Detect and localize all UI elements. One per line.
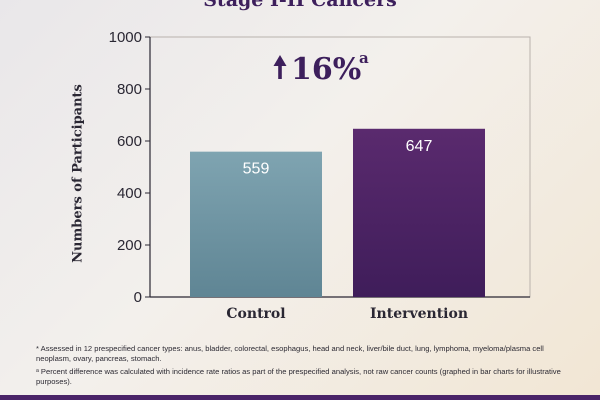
bottom-accent-bar [0,395,600,400]
percent-change: 16% [291,52,361,87]
y-tick-label: 800 [117,81,142,98]
x-category-label: Intervention [370,306,468,322]
chart-axes: 0 200 400 600 800 1000 [109,29,531,306]
y-tick-label: 0 [134,289,142,306]
y-tick-label: 1000 [109,29,142,46]
y-tick-label: 600 [117,133,142,150]
bar-value-label: 647 [406,138,433,155]
bar-intervention [353,128,485,297]
x-category-label: Control [226,306,285,322]
bar-value-label: 559 [243,161,270,178]
y-tick-label: 400 [117,185,142,202]
percent-annotation: 16%a [273,49,369,87]
bars: 559 Control 647 Intervention [190,128,485,322]
up-arrow-icon [273,55,287,79]
percent-superscript: a [359,49,369,67]
chart-title: Stage I-II Cancers [203,0,397,11]
footnote-cancer-types: * Assessed in 12 prespecified cancer typ… [36,344,544,363]
footnote-percent-method: ᵃ Percent difference was calculated with… [36,367,561,386]
bar-control [190,151,322,297]
y-tick-label: 200 [117,237,142,254]
footnotes: * Assessed in 12 prespecified cancer typ… [36,344,576,390]
bar-chart: 0 200 400 600 800 1000 559 Control 647 Intervent… [109,29,531,322]
